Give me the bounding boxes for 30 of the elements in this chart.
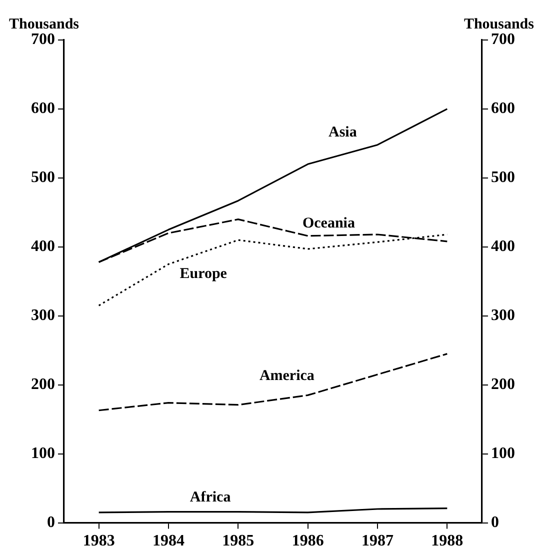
x-tick-label: 1986 <box>292 532 324 550</box>
x-tick-label: 1988 <box>431 532 464 550</box>
x-tick-label: 1984 <box>152 532 184 550</box>
line-series <box>98 353 448 412</box>
y2-tick-label: 700 <box>491 31 515 48</box>
y2-tick-label: 500 <box>491 169 515 186</box>
y2-tick-label: 600 <box>491 100 515 118</box>
y-axis-title: Thousands <box>8 16 80 32</box>
x-tick-label: 1987 <box>362 532 394 550</box>
series-label: Africa <box>190 490 232 506</box>
y-tick-label: 500 <box>31 169 55 186</box>
series-label: Asia <box>328 124 358 140</box>
y2-tick-label: 200 <box>491 376 515 393</box>
y-tick-label: 700 <box>31 31 55 48</box>
y-tick-label: 200 <box>31 376 55 393</box>
series-label: America <box>259 368 315 384</box>
series-label: Europe <box>180 266 228 282</box>
y-tick-label: 300 <box>31 307 55 324</box>
y2-tick-label: 400 <box>491 238 515 256</box>
series-label: Oceania <box>302 215 356 232</box>
y-tick-label: 600 <box>31 100 55 118</box>
x-tick-label: 1983 <box>82 532 115 550</box>
y2-axis-title: Thousands <box>464 16 534 32</box>
y2-tick-label: 300 <box>491 307 515 324</box>
y-tick-label: 0 <box>47 514 55 531</box>
y-tick-label: 100 <box>31 444 55 462</box>
y2-tick-label: 100 <box>491 444 515 462</box>
x-tick-label: 1985 <box>222 532 254 550</box>
y2-tick-label: 0 <box>491 514 499 531</box>
y-tick-label: 400 <box>31 238 55 256</box>
